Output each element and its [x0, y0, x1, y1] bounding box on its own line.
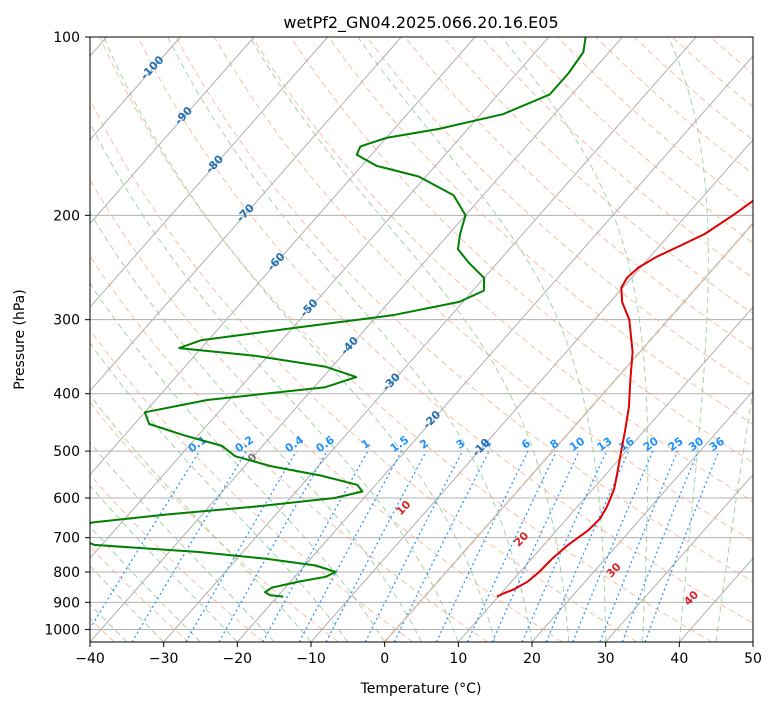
mixing-ratio-line — [435, 450, 529, 642]
plot-area: 0.1 0.2 0.4 0.6 1 1.5 2 3 4 6 8 10 13 16 20 25 30 36-100-… — [90, 37, 753, 642]
moist-adiabat — [90, 342, 349, 642]
dry-adiabat — [90, 255, 488, 642]
x-tick-label: 40 — [670, 651, 688, 667]
x-tick-label: 30 — [597, 651, 615, 667]
x-axis-ticks: −40 −30 −20 −10 0 10 20 30 40 50 — [75, 642, 762, 667]
y-axis-title: Pressure (hPa) — [12, 289, 28, 389]
mixing-ratio-line — [644, 450, 720, 642]
dry-adiabat — [90, 473, 264, 642]
plot-frame — [89, 36, 754, 643]
mixing-ratio-line — [218, 450, 328, 642]
mixing-ratio-line — [621, 450, 699, 642]
pressure-gridlines — [90, 37, 753, 630]
isotherm — [90, 37, 255, 225]
x-tick-label: −40 — [75, 651, 105, 667]
isotherm — [605, 473, 753, 642]
y-tick-label: 900 — [53, 595, 80, 611]
zero-isotherm — [383, 221, 753, 642]
dry-adiabat — [90, 545, 190, 642]
moist-adiabat — [103, 37, 496, 642]
dry-adiabat — [290, 37, 753, 464]
mixing-ratio-line — [364, 450, 464, 642]
dry-adiabat — [90, 98, 638, 642]
dry-adiabat — [251, 37, 753, 503]
mixing-ratio-line — [599, 450, 679, 642]
x-tick-label: 10 — [449, 651, 467, 667]
isotherm — [457, 306, 753, 642]
isotherm — [310, 138, 753, 642]
moist-adiabats — [90, 37, 753, 642]
y-tick-label: 200 — [53, 208, 80, 224]
profile-series — [90, 37, 753, 598]
dry-adiabat — [328, 37, 753, 425]
moist-adiabat — [715, 387, 753, 642]
mixing-ratio-line — [185, 450, 297, 642]
temperature-profile-line — [496, 199, 753, 598]
dry-adiabat — [137, 37, 753, 624]
moist-adiabat — [667, 37, 709, 642]
moist-adiabat — [249, 37, 570, 642]
mixing-ratio-line — [325, 450, 427, 642]
moist-adiabat — [357, 37, 607, 642]
x-tick-label: −20 — [223, 651, 253, 667]
dewpoint-profile-line — [90, 37, 587, 598]
chart-title: wetPf2_GN04.2025.066.20.16.E05 — [283, 13, 558, 33]
isotherm — [90, 37, 181, 141]
y-tick-label: 700 — [53, 531, 80, 547]
dry-adiabat — [90, 401, 339, 642]
moist-adiabat — [90, 441, 275, 642]
y-tick-label: 300 — [53, 313, 80, 329]
isotherm — [163, 37, 697, 642]
moist-adiabat — [90, 211, 422, 642]
zero-isotherm-line — [383, 221, 753, 642]
x-axis-title: Temperature (°C) — [360, 681, 482, 697]
isotherm — [90, 37, 402, 392]
x-tick-label: 20 — [523, 651, 541, 667]
moist-adiabat — [90, 282, 386, 642]
moist-adiabat — [167, 37, 533, 642]
isotherm — [236, 55, 753, 642]
mixing-ratio-line — [491, 450, 580, 642]
y-tick-label: 1000 — [44, 622, 80, 638]
dry-adiabat — [366, 37, 753, 388]
y-axis-ticks: 100 200 300 400 500 600 700 800 900 1000 — [44, 30, 90, 638]
x-tick-label: −10 — [296, 651, 326, 667]
isotherm — [90, 37, 329, 308]
y-tick-label: 800 — [53, 565, 80, 581]
x-tick-label: 50 — [744, 651, 762, 667]
isotherm — [90, 37, 623, 642]
x-tick-label: 0 — [380, 651, 389, 667]
mixing-ratio-line — [466, 450, 558, 642]
mixing-ratio-line — [572, 450, 654, 642]
mixing-ratio-line — [90, 450, 201, 630]
y-tick-label: 100 — [53, 30, 80, 46]
dry-adiabat — [175, 37, 753, 583]
mixing-ratio-line — [262, 450, 369, 642]
moist-adiabat — [501, 37, 649, 642]
mixing-ratio-line — [521, 450, 608, 642]
moist-adiabat — [90, 122, 459, 642]
isotherm — [531, 390, 753, 642]
dry-adiabat — [90, 178, 563, 642]
x-tick-label: −30 — [149, 651, 179, 667]
mixing-ratio-line — [545, 450, 630, 642]
y-tick-label: 400 — [53, 387, 80, 403]
mixing-ratio-line — [298, 450, 403, 642]
mixing-ratio-line — [131, 450, 247, 642]
isotherm — [90, 37, 550, 560]
y-tick-label: 600 — [53, 491, 80, 507]
y-tick-label: 500 — [53, 444, 80, 460]
moist-adiabat — [90, 484, 238, 642]
dry-adiabat — [99, 37, 712, 642]
